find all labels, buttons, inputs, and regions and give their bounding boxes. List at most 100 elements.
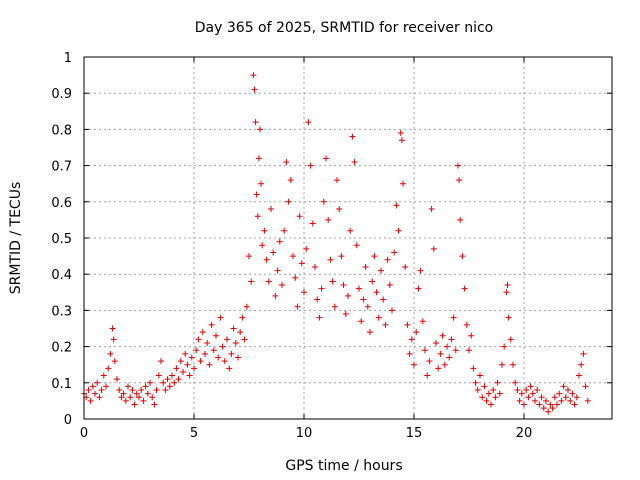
data-point: [371, 253, 378, 260]
x-tick-label: 15: [406, 426, 423, 441]
data-point: [562, 394, 569, 401]
data-point: [294, 303, 301, 310]
data-point: [514, 387, 521, 394]
y-tick-label: 0.9: [51, 87, 72, 102]
data-point: [254, 213, 261, 220]
data-point: [160, 379, 167, 386]
data-point: [309, 220, 316, 227]
data-point: [184, 361, 191, 368]
y-tick-label: 0.1: [51, 377, 72, 392]
data-point: [472, 379, 479, 386]
data-point: [340, 282, 347, 289]
data-point: [448, 336, 455, 343]
data-point: [364, 303, 371, 310]
data-point: [494, 379, 501, 386]
y-tick-label: 0: [64, 413, 72, 428]
data-point: [538, 394, 545, 401]
data-point: [158, 358, 164, 365]
data-point: [490, 387, 497, 394]
data-point: [111, 358, 118, 365]
x-axis-label: GPS time / hours: [285, 458, 402, 474]
data-point: [261, 227, 268, 234]
data-point: [569, 390, 576, 397]
data-point: [248, 278, 255, 285]
data-point: [318, 285, 325, 292]
data-point: [144, 390, 151, 397]
data-point: [455, 162, 461, 169]
data-point: [307, 162, 314, 169]
data-point: [353, 242, 360, 249]
data-point: [398, 137, 405, 144]
data-point: [149, 394, 156, 401]
data-point: [232, 339, 239, 346]
data-point: [560, 383, 567, 390]
data-point: [504, 282, 511, 289]
data-point: [456, 177, 463, 184]
data-point: [450, 314, 457, 321]
data-point: [433, 339, 439, 346]
plot-frame: [83, 56, 613, 420]
data-point: [265, 278, 272, 285]
data-point: [173, 365, 180, 372]
data-point: [193, 347, 200, 354]
y-tick-label: 0.3: [51, 304, 72, 319]
data-point: [331, 303, 338, 310]
data-point: [378, 267, 384, 274]
data-point: [109, 325, 116, 332]
data-point: [567, 397, 574, 404]
data-point: [362, 263, 369, 270]
data-point: [532, 397, 538, 404]
data-point: [296, 213, 303, 220]
y-ticks: 0 0.1 0.2 0.3 0.4 0.5 0.6 0.7 0.8 0.9 1: [51, 51, 612, 428]
data-point: [164, 376, 171, 383]
data-point: [521, 401, 527, 408]
x-ticks: 0 5 10 15 20: [80, 57, 532, 441]
data-point: [98, 387, 105, 394]
data-point: [347, 227, 354, 234]
data-point: [120, 390, 127, 397]
data-point: [314, 296, 321, 303]
data-point: [547, 401, 554, 408]
data-point: [94, 379, 101, 386]
data-point: [197, 358, 204, 365]
data-point: [369, 278, 376, 285]
data-point: [250, 72, 257, 79]
data-point: [342, 311, 349, 318]
data-point: [140, 397, 147, 404]
data-point: [373, 289, 380, 296]
data-point: [437, 350, 444, 357]
data-point: [92, 390, 98, 397]
data-point: [235, 354, 241, 361]
data-point: [239, 314, 246, 321]
data-point: [263, 256, 270, 263]
data-point: [516, 397, 523, 404]
data-point: [441, 361, 448, 368]
y-tick-label: 0.8: [51, 123, 72, 138]
data-point: [251, 86, 258, 93]
data-point: [582, 383, 589, 390]
data-point: [349, 133, 356, 140]
data-point: [393, 202, 400, 209]
data-point: [303, 245, 310, 252]
data-point: [576, 372, 582, 379]
data-point: [503, 289, 510, 296]
data-point: [360, 296, 367, 303]
data-point: [461, 285, 468, 292]
data-point: [584, 397, 591, 404]
data-point: [276, 238, 283, 245]
data-point: [380, 296, 387, 303]
data-point: [479, 394, 486, 401]
data-point: [252, 119, 259, 126]
data-point: [444, 343, 450, 350]
data-point: [554, 401, 560, 408]
data-point: [270, 249, 277, 256]
data-point: [463, 321, 470, 328]
data-point: [217, 314, 224, 321]
data-point: [96, 394, 103, 401]
data-point: [186, 372, 193, 379]
data-point: [395, 227, 402, 234]
data-point: [219, 343, 226, 350]
x-tick-label: 5: [190, 426, 198, 441]
data-point: [274, 267, 281, 274]
